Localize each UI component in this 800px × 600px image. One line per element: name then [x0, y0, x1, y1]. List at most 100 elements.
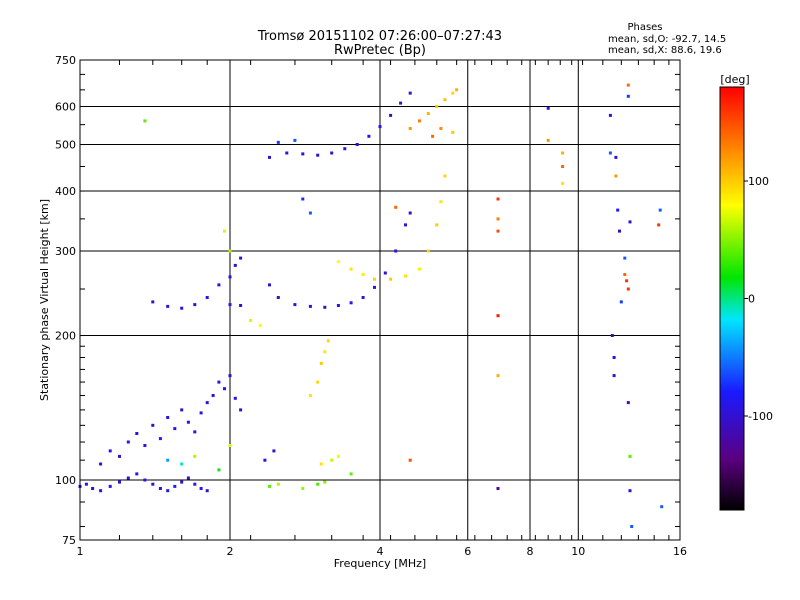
data-point: [394, 205, 398, 209]
data-point: [217, 380, 221, 384]
data-point: [616, 208, 620, 212]
colorbar-tick-label: 0: [748, 293, 755, 306]
data-point: [658, 208, 662, 212]
data-point: [496, 229, 500, 233]
axis-ticks: 1 2 4 6 8 10 16 75 100 200 300 400 500 600 750: [55, 54, 687, 558]
data-point: [626, 83, 630, 87]
data-point: [323, 350, 327, 354]
data-point: [408, 458, 412, 462]
x-tick-label: 10: [571, 545, 585, 558]
data-point: [399, 101, 403, 105]
data-point: [628, 220, 632, 224]
data-point: [228, 303, 232, 307]
data-point: [268, 155, 271, 159]
data-point: [319, 361, 323, 365]
data-point: [180, 408, 184, 412]
data-point: [561, 151, 565, 155]
data-point: [336, 304, 340, 307]
x-tick-label: 2: [227, 545, 234, 558]
data-point: [158, 437, 162, 441]
data-point: [323, 305, 327, 309]
colorbar-title: [deg]: [720, 73, 749, 86]
data-point: [426, 249, 430, 253]
data-point: [233, 396, 237, 400]
phase-stats-o: mean, sd,O: -92.7, 14.5: [608, 34, 726, 45]
y-tick-label: 500: [55, 139, 76, 152]
y-tick-label: 75: [62, 534, 76, 547]
data-point: [276, 482, 280, 486]
data-point: [435, 223, 439, 227]
data-point: [439, 127, 443, 130]
data-point: [186, 476, 190, 480]
data-point: [293, 138, 297, 142]
data-point: [614, 155, 618, 159]
data-point: [180, 306, 184, 310]
data-point: [404, 223, 407, 227]
data-point: [301, 152, 305, 156]
data-point: [217, 468, 221, 472]
data-point: [439, 200, 443, 204]
data-point: [343, 147, 347, 151]
data-point: [301, 197, 305, 201]
data-point: [355, 143, 359, 146]
data-point: [228, 275, 232, 279]
data-point: [630, 525, 634, 528]
data-point: [180, 462, 184, 466]
data-point: [211, 394, 215, 397]
data-point: [373, 277, 376, 281]
data-point: [660, 505, 664, 509]
data-point: [223, 387, 226, 391]
data-point: [135, 432, 139, 435]
data-point: [285, 151, 289, 155]
data-point: [228, 374, 232, 378]
data-point: [249, 319, 253, 322]
data-point: [199, 411, 203, 415]
data-point: [118, 480, 121, 484]
data-point: [205, 489, 209, 493]
data-point: [316, 482, 320, 486]
data-point: [546, 138, 550, 142]
data-point: [431, 134, 435, 138]
plot-frame: [79, 59, 681, 541]
y-tick-label: 200: [55, 330, 76, 343]
data-point: [389, 277, 393, 281]
data-point: [610, 334, 614, 337]
y-axis-label: Stationary phase Virtual Height [km]: [38, 199, 51, 401]
x-axis-label: Frequency [MHz]: [334, 557, 426, 570]
data-point: [418, 119, 421, 123]
data-point: [193, 303, 197, 307]
data-point: [455, 88, 459, 92]
data-point: [308, 394, 312, 397]
data-point: [426, 112, 430, 116]
data-point: [443, 174, 447, 178]
data-point: [330, 151, 334, 155]
data-point: [496, 314, 500, 318]
data-point: [383, 271, 387, 275]
data-point: [408, 91, 412, 95]
data-point: [151, 423, 155, 427]
data-point: [151, 482, 155, 486]
y-tick-label: 300: [55, 245, 76, 258]
data-point: [628, 454, 632, 458]
data-point: [308, 304, 312, 308]
data-point: [408, 127, 412, 130]
data-point: [349, 472, 353, 476]
data-point: [166, 416, 170, 419]
data-point: [268, 283, 271, 287]
data-point: [623, 256, 627, 260]
data-point: [272, 449, 276, 453]
data-point: [108, 449, 112, 453]
colorbar-tick-label: -100: [748, 410, 773, 423]
data-point: [143, 444, 147, 447]
chart-title-line-1: Tromsø 20151102 07:26:00–07:27:43: [257, 29, 502, 44]
data-point: [496, 217, 500, 221]
data-point: [276, 140, 280, 144]
data-point: [612, 356, 616, 359]
data-point: [608, 151, 612, 155]
data-point: [293, 303, 297, 307]
data-point: [205, 401, 209, 405]
data-point: [84, 482, 88, 486]
data-point: [99, 462, 103, 466]
x-tick-label: 4: [377, 545, 384, 558]
